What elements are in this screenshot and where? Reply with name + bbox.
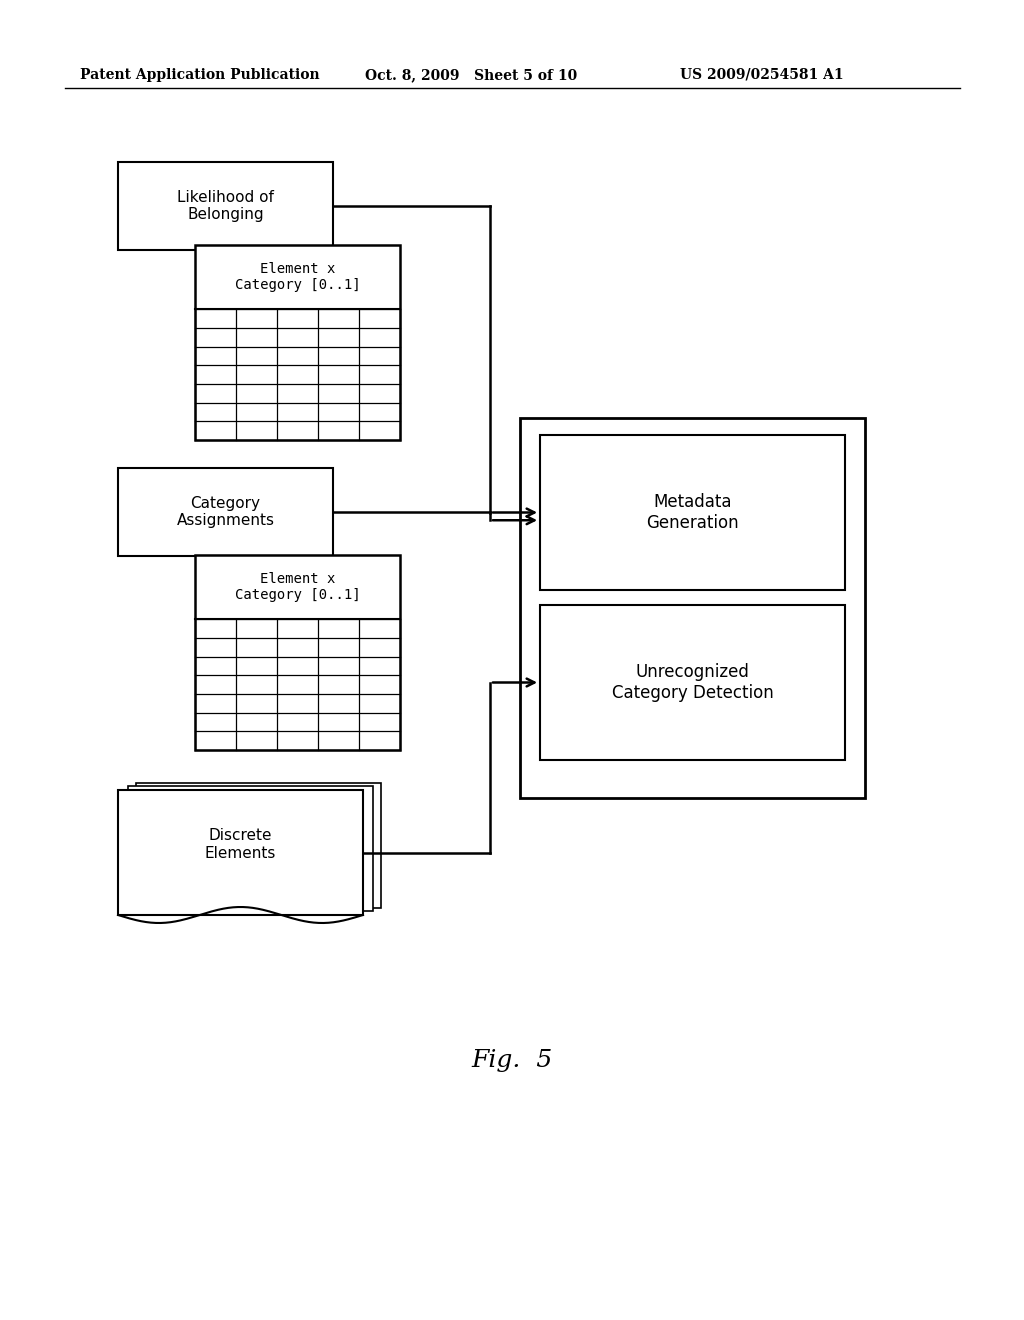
Bar xyxy=(520,418,865,799)
Bar xyxy=(118,469,333,556)
Text: Metadata
Generation: Metadata Generation xyxy=(646,494,738,532)
Bar xyxy=(136,783,381,908)
Bar xyxy=(540,605,845,760)
Bar xyxy=(195,246,400,440)
Text: Patent Application Publication: Patent Application Publication xyxy=(80,69,319,82)
Text: Fig.  5: Fig. 5 xyxy=(471,1048,553,1072)
Text: Category
Assignments: Category Assignments xyxy=(176,496,274,528)
Bar xyxy=(540,436,845,590)
Text: Unrecognized
Category Detection: Unrecognized Category Detection xyxy=(611,663,773,702)
Text: Element x
Category [0..1]: Element x Category [0..1] xyxy=(234,572,360,602)
Bar xyxy=(118,789,362,915)
Text: Element x
Category [0..1]: Element x Category [0..1] xyxy=(234,263,360,292)
Text: Likelihood of
Belonging: Likelihood of Belonging xyxy=(177,190,274,222)
Bar xyxy=(118,162,333,249)
Bar xyxy=(128,785,373,911)
Text: Discrete
Elements: Discrete Elements xyxy=(205,829,276,861)
Text: Oct. 8, 2009   Sheet 5 of 10: Oct. 8, 2009 Sheet 5 of 10 xyxy=(365,69,578,82)
Text: US 2009/0254581 A1: US 2009/0254581 A1 xyxy=(680,69,844,82)
Bar xyxy=(195,554,400,750)
